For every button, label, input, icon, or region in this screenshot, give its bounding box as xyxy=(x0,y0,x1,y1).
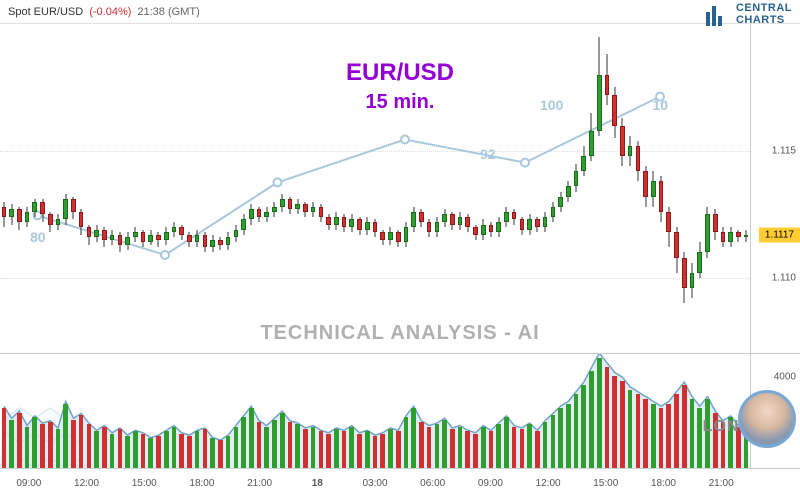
instrument-label: Spot EUR/USD xyxy=(8,6,83,18)
chart-header: Spot EUR/USD (-0.04%) 21:38 (GMT) xyxy=(0,0,800,24)
logo-text: CENTRALCHARTS xyxy=(736,2,792,26)
volume-chart[interactable]: 4000 LONDINIA xyxy=(0,354,800,469)
time-x-axis: 09:0012:0015:0018:0021:001803:0006:0009:… xyxy=(0,469,800,499)
pair-label: EUR/USD xyxy=(346,59,454,87)
price-y-axis: 1.1151.1101.1117 xyxy=(750,24,800,353)
avatar-icon[interactable] xyxy=(738,390,796,448)
price-chart[interactable]: 101009280 EUR/USD 15 min. TECHNICAL ANAL… xyxy=(0,24,800,354)
interval-label: 15 min. xyxy=(346,91,454,114)
volume-bars xyxy=(0,354,750,468)
tech-analysis-label: TECHNICAL ANALYSIS - AI xyxy=(260,322,539,345)
timestamp: 21:38 (GMT) xyxy=(137,6,199,18)
brand-logo[interactable]: CENTRALCHARTS xyxy=(706,2,792,26)
logo-icon xyxy=(706,2,730,26)
chart-title: EUR/USD 15 min. xyxy=(346,59,454,114)
price-change: (-0.04%) xyxy=(89,6,131,18)
